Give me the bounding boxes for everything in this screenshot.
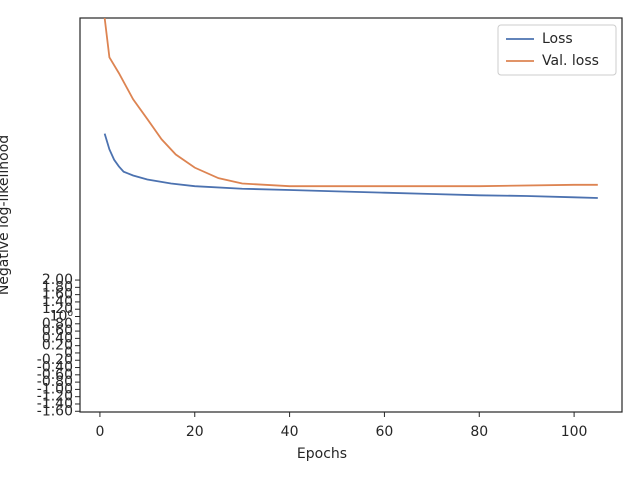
x-tick-label: 60 [376,424,394,440]
y-tick-label: 1.80 [42,279,73,295]
y-tick-label: -1.40 [37,396,73,412]
y-tick-label: -1.20 [37,389,73,405]
x-tick-label: 100 [561,424,588,440]
y-tick-label: 10⁰ [50,309,74,325]
y-tick-label: -0.80 [37,374,73,390]
line [103,18,598,188]
legend-label: Loss [542,31,573,47]
x-tick-label: 20 [186,424,204,440]
x-axis-label: Epochs [297,446,347,462]
y-tick-label: 0.60 [42,323,73,339]
y-tick-label: 1.20 [42,301,73,317]
y-tick-label: 0.20 [42,338,73,354]
x-tick-label: 40 [281,424,299,440]
y-tick-label: 0 [64,345,73,361]
plot-frame [79,17,623,413]
y-tick-label: -1.60 [37,403,73,419]
x-tick-label: 80 [470,424,488,440]
y-tick-label: -0.40 [37,360,73,376]
legend-label: Val. loss [542,53,599,69]
y-tick-label: 1.60 [42,287,73,303]
y-tick-label: 0.80 [42,316,73,332]
x-tick-label: 0 [95,424,104,440]
legend [497,24,617,76]
y-axis-label: Negative log-likelihood [0,135,12,295]
y-tick-label: 0.40 [42,330,73,346]
y-tick-label: 2.00 [42,272,73,288]
y-tick-label: -1.00 [37,381,73,397]
y-tick-label: -0.20 [37,352,73,368]
y-tick-label: 1.40 [42,294,73,310]
y-tick-label: -0.60 [37,367,73,383]
line [103,133,598,199]
